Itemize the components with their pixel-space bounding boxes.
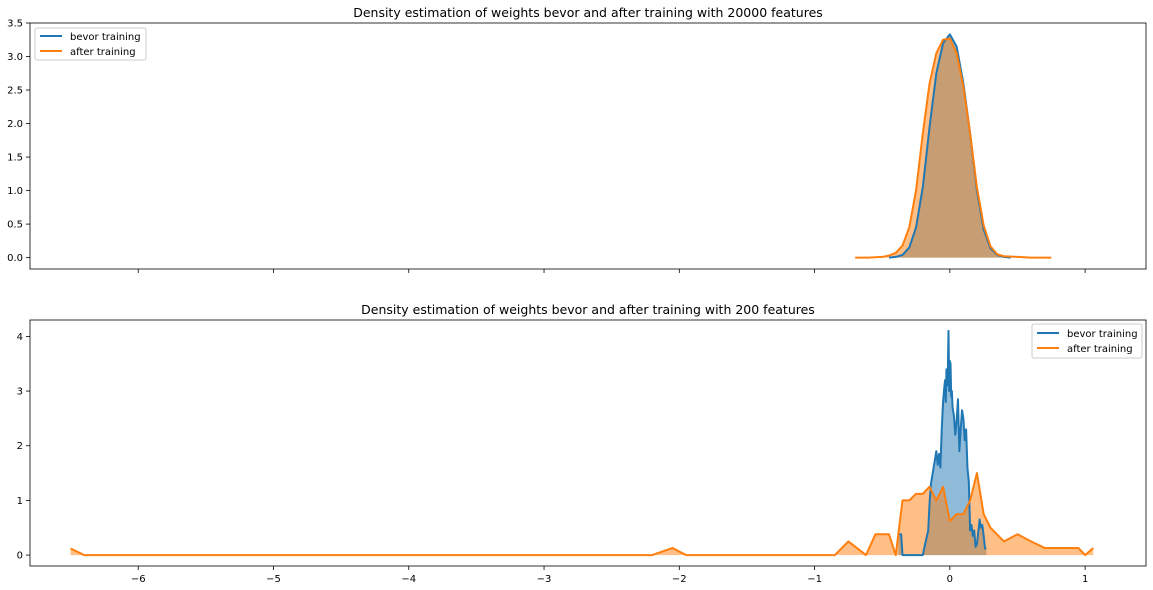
top-axis-ticks: 0.0 0.5 1.0 1.5 2.0 2.5 3.0 3.5 [7, 19, 1086, 273]
bottom-x-tick-label: 0 [947, 574, 953, 585]
top-y-tick-label: 3.0 [7, 52, 23, 63]
bottom-plot-frame [29, 319, 1147, 567]
bottom-x-tick-label: 1 [1082, 574, 1088, 585]
top-legend-label-bevor: bevor training [70, 32, 141, 43]
top-y-tick-label: 1.5 [7, 153, 23, 164]
top-y-tick-label: 2.0 [7, 119, 23, 130]
bottom-line-series-0 [898, 329, 987, 557]
bottom-x-tick-label: −6 [131, 574, 146, 585]
top-subplot: Density estimation of weights bevor and … [7, 5, 1147, 273]
bottom-x-tick-label: −1 [807, 574, 822, 585]
top-y-tick-label: 1.0 [7, 186, 23, 197]
bottom-x-tick-label: −4 [401, 574, 416, 585]
top-area-fills [855, 34, 1052, 258]
top-legend-box [34, 27, 147, 61]
bottom-x-tick-label: −5 [266, 574, 281, 585]
bottom-series-lines [70, 329, 1094, 557]
bottom-chart-title: Density estimation of weights bevor and … [361, 302, 815, 317]
bottom-y-tick-label: 2 [17, 441, 23, 452]
top-area-series-1 [855, 38, 1052, 258]
bottom-y-tick-label: 4 [17, 332, 23, 343]
bottom-y-tick-label: 1 [17, 496, 23, 507]
bottom-legend: bevor training after training [1031, 323, 1143, 359]
bottom-y-tick-label: 3 [17, 387, 23, 398]
bottom-legend-label-bevor: bevor training [1067, 329, 1138, 340]
top-y-tick-label: 2.5 [7, 86, 23, 97]
bottom-axis-ticks: −6 −5 −4 −3 −2 −1 0 1 0 1 2 3 4 [17, 332, 1089, 585]
top-y-tick-label: 0.0 [7, 253, 23, 264]
top-plot-frame [29, 22, 1147, 270]
top-series-lines [855, 33, 1052, 259]
bottom-area-series-0 [898, 330, 987, 556]
top-y-tick-label: 0.5 [7, 220, 23, 231]
bottom-y-tick-label: 0 [17, 551, 23, 562]
bottom-x-tick-label: −2 [672, 574, 687, 585]
bottom-legend-box [1031, 323, 1143, 359]
bottom-area-fills [70, 330, 1094, 556]
bottom-subplot: Density estimation of weights bevor and … [17, 302, 1147, 585]
bottom-area-series-1 [70, 473, 1094, 556]
top-chart-title: Density estimation of weights bevor and … [353, 5, 823, 20]
top-legend: bevor training after training [34, 27, 147, 61]
bottom-legend-label-after: after training [1067, 344, 1133, 355]
bottom-x-tick-label: −3 [537, 574, 552, 585]
top-line-series-0 [888, 33, 1011, 259]
top-line-series-1 [855, 37, 1052, 259]
top-y-tick-label: 3.5 [7, 19, 23, 30]
bottom-line-series-1 [70, 472, 1094, 557]
top-legend-label-after: after training [70, 47, 136, 58]
